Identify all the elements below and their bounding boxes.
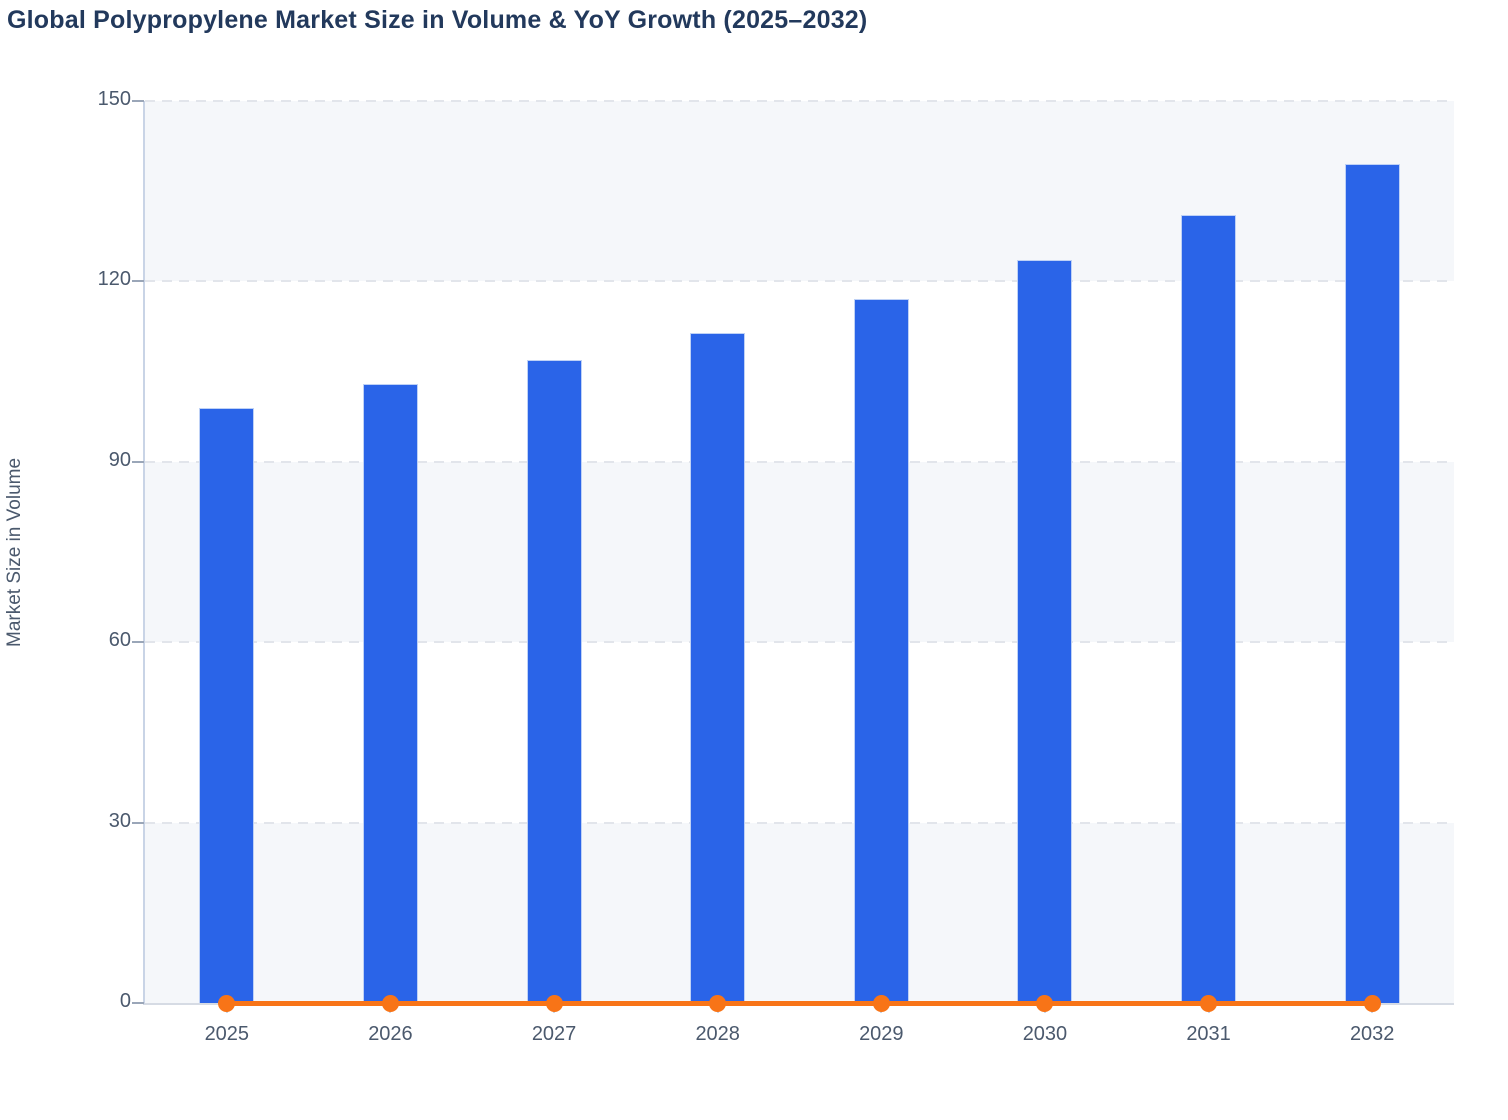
x-tick-label-2028: 2028 bbox=[695, 1023, 740, 1045]
grid-line-60 bbox=[145, 641, 1454, 644]
y-axis-title: Market Size in Volume bbox=[4, 457, 25, 647]
x-tick-label-2029: 2029 bbox=[859, 1023, 904, 1045]
y-tick-label-30: 30 bbox=[108, 809, 131, 832]
bar-2029[interactable] bbox=[853, 299, 909, 1003]
yoy-marker-2026[interactable] bbox=[381, 994, 399, 1012]
y-tick-stub-150 bbox=[132, 100, 144, 102]
x-tick-label-2032: 2032 bbox=[1349, 1023, 1395, 1045]
y-tick-stub-60 bbox=[132, 641, 144, 644]
y-tick-stub-0 bbox=[132, 1002, 144, 1004]
y-tick-label-150: 150 bbox=[97, 88, 131, 110]
yoy-marker-2031[interactable] bbox=[1200, 994, 1218, 1012]
yoy-marker-2027[interactable] bbox=[545, 994, 563, 1012]
yoy-growth-line bbox=[226, 1001, 1373, 1006]
plot-band-60-90 bbox=[145, 461, 1454, 643]
x-tick-label-2027: 2027 bbox=[531, 1023, 577, 1045]
y-tick-stub-30 bbox=[132, 821, 144, 824]
x-tick-label-2030: 2030 bbox=[1022, 1023, 1068, 1045]
grid-line-120 bbox=[145, 280, 1454, 283]
x-tick-label-2025: 2025 bbox=[204, 1023, 250, 1045]
grid-line-30 bbox=[145, 821, 1454, 824]
yoy-marker-2028[interactable] bbox=[709, 994, 727, 1012]
plot-band-0-30 bbox=[145, 822, 1454, 1003]
bar-2027[interactable] bbox=[526, 359, 582, 1003]
y-tick-label-0: 0 bbox=[119, 990, 131, 1012]
yoy-marker-2032[interactable] bbox=[1363, 994, 1381, 1012]
grid-line-150 bbox=[145, 100, 1454, 102]
plot-area: 0 30 60 90 120 150 2025 2026 2027 2028 2029 2030 203… bbox=[98, 88, 1454, 1045]
x-tick-label-2031: 2031 bbox=[1186, 1023, 1231, 1045]
bar-2026[interactable] bbox=[362, 383, 418, 1003]
yoy-marker-2029[interactable] bbox=[872, 994, 890, 1012]
chart-title: Global Polypropylene Market Size in Volu… bbox=[7, 6, 868, 34]
plot-band-120-150 bbox=[145, 101, 1454, 282]
yoy-marker-2030[interactable] bbox=[1036, 994, 1054, 1012]
grid-line-90 bbox=[145, 460, 1454, 463]
y-tick-stub-120 bbox=[132, 280, 144, 283]
y-tick-label-90: 90 bbox=[108, 448, 131, 471]
bar-2025[interactable] bbox=[199, 407, 255, 1003]
bar-2030[interactable] bbox=[1017, 260, 1073, 1003]
yoy-marker-2025[interactable] bbox=[218, 994, 236, 1012]
y-tick-stub-90 bbox=[132, 460, 144, 463]
y-tick-label-60: 60 bbox=[108, 629, 131, 652]
bar-2028[interactable] bbox=[690, 332, 746, 1003]
bar-2032[interactable] bbox=[1344, 164, 1400, 1003]
y-tick-label-120: 120 bbox=[97, 268, 131, 291]
x-tick-label-2026: 2026 bbox=[368, 1023, 413, 1045]
bar-2031[interactable] bbox=[1181, 215, 1237, 1003]
